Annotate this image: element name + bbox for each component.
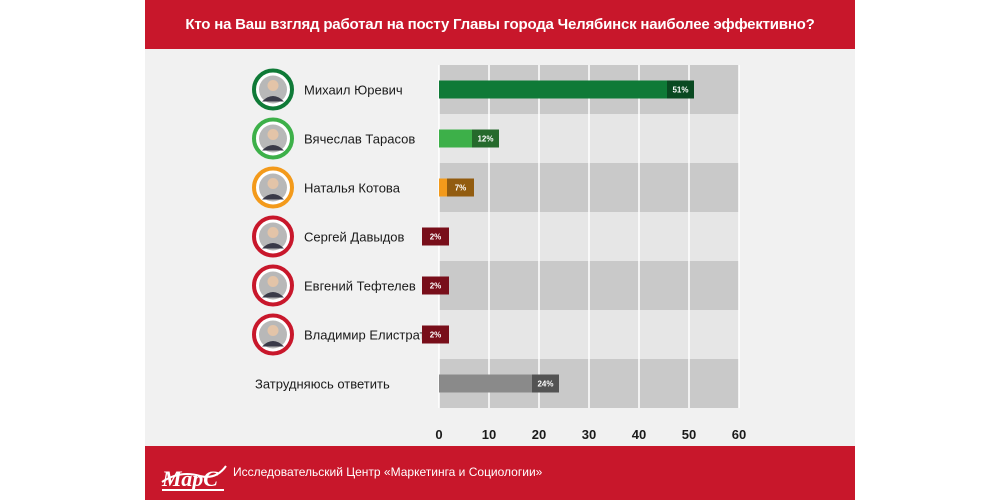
value-badge bbox=[472, 129, 499, 148]
x-tick-label: 50 bbox=[682, 427, 696, 442]
value-badge bbox=[447, 178, 474, 197]
portrait-face bbox=[267, 178, 279, 189]
chart-title: Кто на Ваш взгляд работал на посту Главы… bbox=[185, 16, 815, 33]
portrait-face bbox=[267, 129, 279, 140]
bar-chart: Михаил Юревич 51% Вячеслав Тарасов 12% Натал… bbox=[252, 65, 746, 442]
data-label: 51% bbox=[672, 86, 688, 95]
portrait-body bbox=[262, 243, 284, 249]
bar bbox=[439, 374, 559, 393]
data-label: 7% bbox=[455, 184, 467, 193]
slide-footer: МарС Исследовательский Центр «Маркетинга… bbox=[145, 446, 855, 500]
survey-slide: Кто на Ваш взгляд работал на посту Главы… bbox=[145, 0, 855, 500]
data-label: 2% bbox=[430, 282, 442, 291]
category-label: Наталья Котова bbox=[304, 181, 401, 196]
category-label: Сергей Давыдов bbox=[304, 230, 405, 245]
data-label: 2% bbox=[430, 331, 442, 340]
category-label: Михаил Юревич bbox=[304, 83, 403, 98]
portrait-face bbox=[267, 276, 279, 287]
data-label: 24% bbox=[537, 380, 553, 389]
value-badge bbox=[422, 276, 449, 295]
x-tick-label: 10 bbox=[482, 427, 496, 442]
x-tick-label: 0 bbox=[435, 427, 442, 442]
portrait-face bbox=[267, 325, 279, 336]
data-label: 2% bbox=[430, 233, 442, 242]
bar bbox=[439, 80, 694, 99]
x-tick-label: 60 bbox=[732, 427, 746, 442]
value-badge bbox=[422, 325, 449, 344]
value-badge bbox=[422, 227, 449, 246]
logo-text: МарС bbox=[161, 466, 218, 491]
data-label: 12% bbox=[477, 135, 493, 144]
portrait-body bbox=[262, 292, 284, 298]
category-label: Евгений Тефтелев bbox=[304, 279, 416, 294]
value-badge bbox=[532, 374, 559, 393]
category-label: Владимир Елистратов bbox=[304, 328, 440, 343]
portrait-face bbox=[267, 227, 279, 238]
portrait-face bbox=[267, 80, 279, 91]
portrait-body bbox=[262, 341, 284, 347]
category-label: Затрудняюсь ответить bbox=[255, 377, 390, 392]
value-badge bbox=[667, 80, 694, 99]
x-tick-label: 30 bbox=[582, 427, 596, 442]
category-label: Вячеслав Тарасов bbox=[304, 132, 415, 147]
portrait-body bbox=[262, 194, 284, 200]
mars-logo: МарС bbox=[161, 465, 227, 491]
portrait-body bbox=[262, 96, 284, 102]
x-tick-label: 40 bbox=[632, 427, 646, 442]
portrait-body bbox=[262, 145, 284, 151]
slide-header: Кто на Ваш взгляд работал на посту Главы… bbox=[145, 0, 855, 49]
x-tick-label: 20 bbox=[532, 427, 546, 442]
organization-name: Исследовательский Центр «Маркетинга и Со… bbox=[233, 465, 543, 479]
